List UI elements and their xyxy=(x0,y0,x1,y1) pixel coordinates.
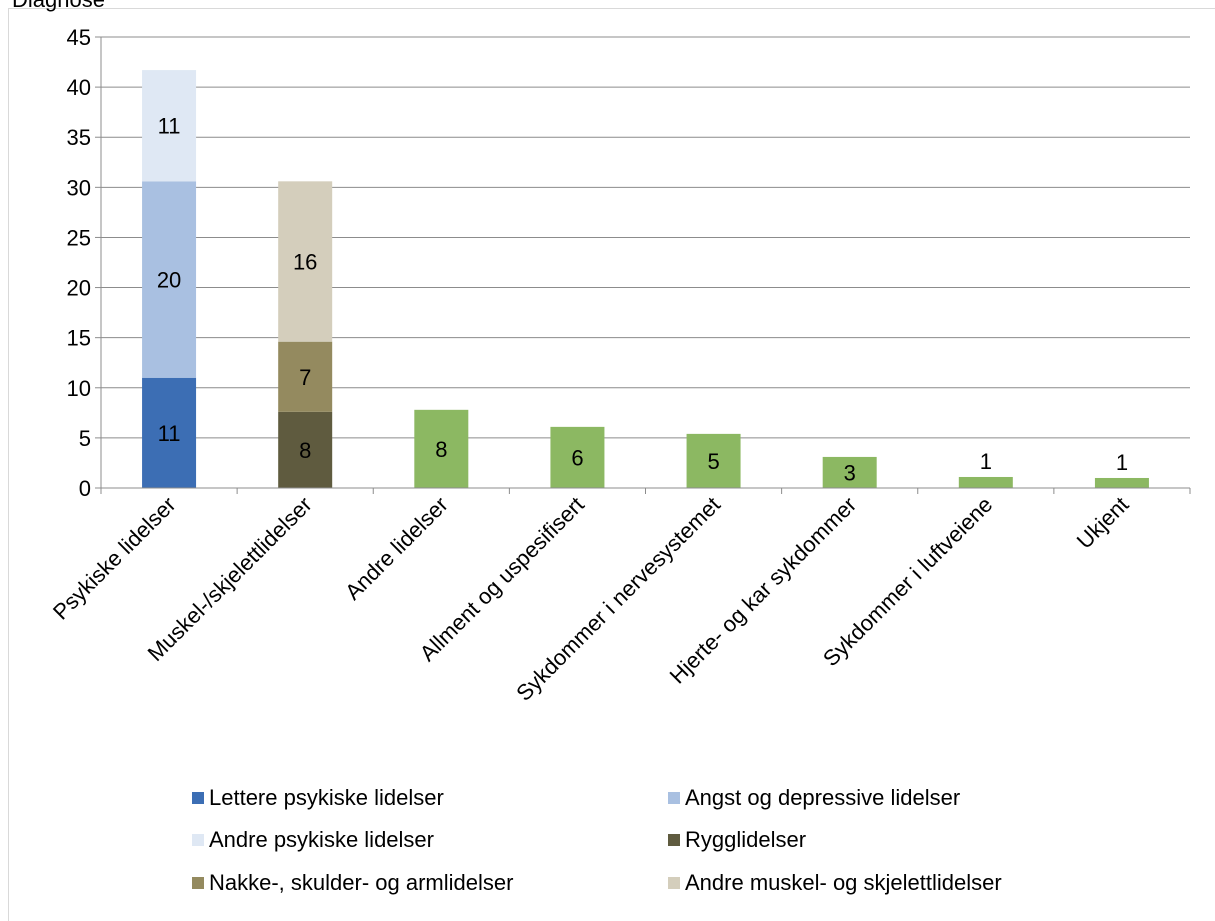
y-tick-label: 15 xyxy=(67,326,91,351)
legend-label: Rygglidelser xyxy=(685,827,807,852)
legend-swatch xyxy=(192,877,204,889)
data-label: 11 xyxy=(158,114,181,139)
legend-swatch xyxy=(192,834,204,846)
legend-label: Andre muskel- og skjelettlidelser xyxy=(685,870,1002,895)
bar-segment xyxy=(278,341,333,412)
data-label: 8 xyxy=(435,437,447,462)
legend-item: Andre muskel- og skjelettlidelser xyxy=(668,870,1002,896)
legend-swatch xyxy=(668,877,680,889)
y-tick-label: 30 xyxy=(67,175,91,200)
y-tick-label: 40 xyxy=(67,75,91,100)
chart-frame xyxy=(8,8,1215,921)
bar-segment xyxy=(550,426,605,488)
data-label: 5 xyxy=(707,449,719,474)
bar-segment xyxy=(822,456,877,488)
category-label: Andre lidelser xyxy=(340,492,453,605)
legend-label: Angst og depressive lidelser xyxy=(685,785,961,810)
bar-segment xyxy=(142,181,197,378)
y-tick-label: 5 xyxy=(79,426,91,451)
bar-segment xyxy=(1094,477,1149,488)
category-label: Ukjent xyxy=(1072,492,1134,554)
data-label: 1 xyxy=(980,449,992,474)
bar-segment xyxy=(958,476,1013,488)
data-label: 16 xyxy=(293,249,317,274)
bar-segment xyxy=(278,411,333,488)
legend-item: Angst og depressive lidelser xyxy=(668,785,960,811)
legend-swatch xyxy=(668,792,680,804)
data-label: 3 xyxy=(844,460,856,485)
legend-swatch xyxy=(668,834,680,846)
y-tick-label: 20 xyxy=(67,276,91,301)
legend-item: Lettere psykiske lidelser xyxy=(192,785,444,811)
legend-label: Lettere psykiske lidelser xyxy=(209,785,444,810)
legend-label: Nakke-, skulder- og armlidelser xyxy=(209,870,514,895)
y-tick-label: 35 xyxy=(67,125,91,150)
bar-segment xyxy=(414,409,469,488)
legend-item: Nakke-, skulder- og armlidelser xyxy=(192,870,513,896)
data-label: 20 xyxy=(157,268,181,293)
data-label: 1 xyxy=(1116,450,1128,475)
data-label: 11 xyxy=(158,421,181,446)
legend-item: Andre psykiske lidelser xyxy=(192,827,434,853)
bar-segment xyxy=(686,433,741,488)
legend-item: Rygglidelser xyxy=(668,827,806,853)
legend-swatch xyxy=(192,792,204,804)
y-tick-label: 25 xyxy=(67,225,91,250)
bar-segment xyxy=(142,70,197,182)
y-tick-label: 10 xyxy=(67,376,91,401)
chart-title: Diagnose xyxy=(12,0,105,13)
y-tick-label: 45 xyxy=(67,25,91,50)
legend-label: Andre psykiske lidelser xyxy=(209,827,434,852)
bar-segment xyxy=(142,377,197,488)
data-label: 8 xyxy=(299,438,311,463)
data-label: 7 xyxy=(299,365,311,390)
data-label: 6 xyxy=(571,445,583,470)
category-label: Psykiske lidelser xyxy=(48,492,181,625)
y-tick-label: 0 xyxy=(79,476,91,501)
bar-segment xyxy=(278,181,333,342)
